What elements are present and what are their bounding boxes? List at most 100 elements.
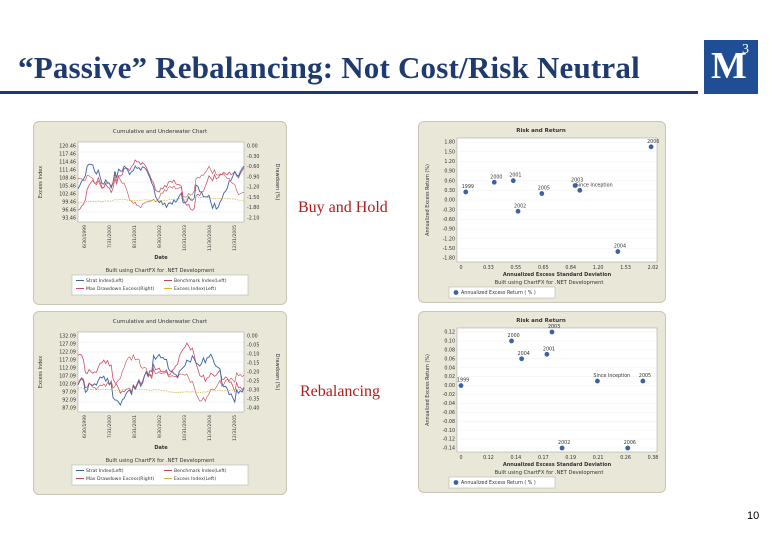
y-left-tick: 117.46: [59, 152, 76, 158]
scatter-point: [519, 356, 525, 362]
point-label: 1999: [462, 184, 474, 190]
buy-hold-label: Buy and Hold: [298, 199, 388, 216]
y-right-tick: -0.05: [247, 343, 259, 349]
y-left-tick: 87.09: [62, 406, 76, 412]
x-tick: 1.53: [620, 265, 631, 271]
y-tick: 0.90: [444, 169, 455, 175]
point-label: Since Inception: [593, 373, 630, 379]
y-tick: -1.80: [443, 256, 455, 262]
y-left-tick: 102.46: [59, 192, 76, 198]
y-tick: -0.14: [443, 446, 455, 452]
buy-hold-risk-return-chart: Risk and Return 1.80 1.50 1.20 0.90 0.60 0.30 0…: [425, 128, 659, 299]
point-label: 2000: [490, 174, 502, 180]
y-tick: -0.08: [443, 419, 455, 425]
logo-letter: M: [711, 45, 747, 87]
x-label: Date: [154, 255, 168, 261]
point-label: 2002: [514, 203, 526, 209]
y-right-tick: -0.25: [247, 379, 259, 385]
y-right-tick: -0.60: [247, 164, 259, 170]
strat-index-series-line: [77, 163, 245, 210]
y-right-tick: -1.50: [247, 195, 259, 201]
y-tick: -0.12: [443, 437, 455, 443]
point-label: 2005: [538, 186, 550, 192]
y-tick: 0.12: [444, 330, 455, 336]
y-right-tick: 0.00: [247, 334, 258, 340]
legend-entry: Excess Index(Left): [174, 286, 216, 292]
x-tick: 0.38: [648, 455, 659, 461]
scatter-point: [648, 144, 654, 150]
benchmark-index-series-line: [77, 165, 245, 209]
scatter-point: [549, 329, 555, 335]
m3-logo: M 3: [704, 40, 758, 94]
x-tick: 7/31/2000: [107, 415, 113, 438]
y-tick: -0.90: [443, 227, 455, 233]
y-left-label: Excess Index: [38, 356, 44, 388]
scatter-point: [509, 338, 514, 344]
slide-title: “Passive” Rebalancing: Not Cost/Risk Neu…: [18, 50, 640, 85]
scatter-point: [577, 187, 583, 193]
point-label: 2001: [509, 173, 521, 179]
y-right-tick: -1.80: [247, 205, 259, 211]
point-label: Since Inception: [576, 182, 613, 188]
excess-index-series-line: [77, 387, 245, 394]
y-tick: -0.10: [443, 428, 455, 434]
x-tick: 9/30/2002: [157, 225, 163, 248]
scatter-point: [515, 208, 521, 214]
y-right-tick: -0.30: [247, 388, 259, 394]
y-tick: -1.20: [443, 236, 455, 242]
scatter-point: [640, 378, 646, 384]
drawdown-series-line: [77, 159, 245, 211]
y-tick: -0.04: [443, 401, 455, 407]
y-right-tick: 0.00: [247, 144, 258, 150]
x-tick: 0.84: [565, 265, 576, 271]
y-tick: -1.50: [443, 246, 455, 252]
legend-entry: Benchmark Index(Left): [174, 278, 227, 284]
y-tick: 1.80: [444, 140, 455, 146]
y-right-label: Drawdown (%): [274, 164, 280, 201]
legend-entry: Benchmark Index(Left): [174, 468, 227, 474]
buy-hold-cumulative-panel: Cumulative and Underwater Chart 120.46 117…: [33, 121, 287, 305]
y-left-tick: 120.46: [59, 144, 76, 150]
y-right-tick: -0.15: [247, 361, 259, 367]
legend-entry: Strat Index(Left): [86, 468, 124, 474]
y-tick: 0.00: [444, 383, 455, 389]
x-axis-label: Annualized Excess Standard Deviation: [503, 272, 612, 278]
y-left-tick: 112.09: [59, 366, 76, 372]
y-right-tick: -0.35: [247, 397, 259, 403]
scatter-point: [458, 383, 464, 388]
x-tick: 0.21: [593, 455, 604, 461]
legend-swatch: [453, 290, 459, 295]
y-tick: 0.60: [444, 178, 455, 184]
y-left-tick: 107.09: [59, 374, 76, 380]
drawdown-series-line: [77, 342, 245, 395]
y-tick: 0.00: [444, 198, 455, 204]
y-right-label: Drawdown (%): [274, 354, 280, 391]
built-using-note: Built using ChartFX for .NET Development: [106, 458, 215, 464]
buy-hold-risk-return-panel: Risk and Return 1.80 1.50 1.20 0.90 0.60 0.30 0…: [418, 121, 666, 303]
logo-superscript: 3: [742, 42, 749, 57]
scatter-point: [491, 179, 497, 185]
point-label: 2001: [543, 346, 555, 352]
point-label: 2004: [614, 244, 626, 250]
y-right-tick: -1.20: [247, 185, 259, 191]
legend-box: [71, 464, 249, 486]
excess-index-series-line: [77, 196, 244, 204]
x-tick: 9/30/2002: [157, 415, 163, 438]
legend-entry: Excess Index(Left): [174, 476, 216, 482]
y-tick: 1.50: [444, 149, 455, 155]
y-left-tick: 96.46: [62, 208, 76, 214]
y-right-tick: -0.40: [247, 406, 259, 412]
x-tick: 11/30/2004: [207, 415, 213, 441]
y-right-tick: -0.90: [247, 174, 259, 180]
y-left-tick: 117.09: [59, 358, 76, 364]
y-right-tick: -0.20: [247, 370, 259, 376]
built-using-note: Built using ChartFX for .NET Development: [106, 268, 215, 274]
rebalancing-cumulative-panel: Cumulative and Underwater Chart 132.09 127…: [33, 311, 287, 495]
y-left-tick: 105.46: [59, 184, 76, 190]
y-tick: -0.02: [443, 392, 455, 398]
legend-entry: Max Drawdown Excess(Right): [86, 476, 154, 482]
y-tick: -0.60: [443, 217, 455, 223]
scatter-point: [539, 191, 545, 196]
scatter-point: [572, 183, 578, 188]
scatter-point: [615, 249, 621, 254]
